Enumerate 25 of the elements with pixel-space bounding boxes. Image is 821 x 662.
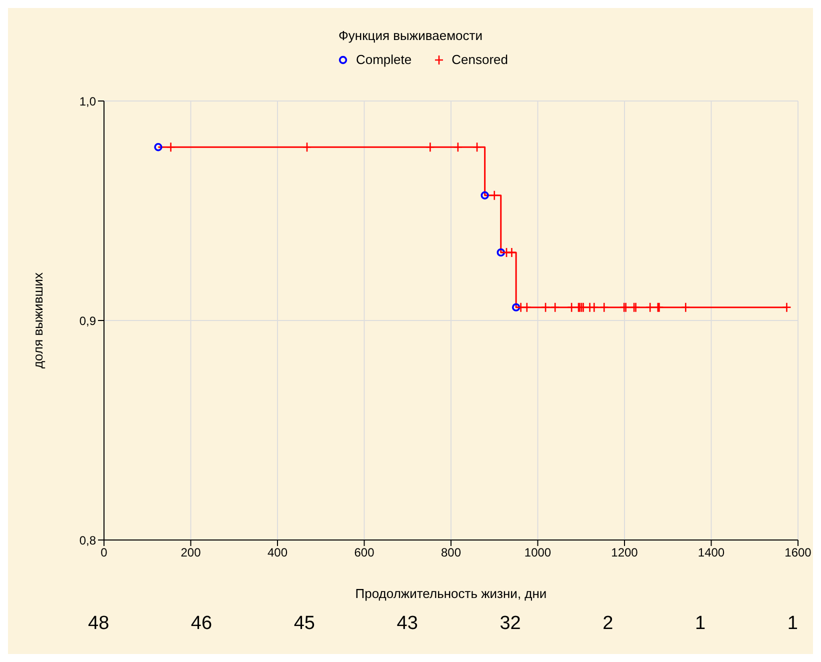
x-tick-label: 200 xyxy=(180,546,202,560)
y-tick-label: 0,9 xyxy=(79,314,96,328)
x-tick-label: 1600 xyxy=(784,546,812,560)
text: 1 xyxy=(694,613,706,635)
text: 45 xyxy=(294,613,315,635)
text: 48 xyxy=(88,613,110,635)
y-tick-label: 1,0 xyxy=(79,94,96,108)
x-tick-label: 0 xyxy=(100,546,108,560)
text: 46 xyxy=(190,613,212,635)
chart-title: Функция выживаемости xyxy=(338,28,484,43)
y-tick-label: 0,8 xyxy=(79,533,96,548)
x-axis-title: Продолжительность жизни, дни xyxy=(355,586,547,601)
x-tick-label: 800 xyxy=(440,546,462,560)
text: 1 xyxy=(787,613,798,635)
x-tick-label: 1000 xyxy=(524,546,552,560)
x-tick-label: 400 xyxy=(267,546,288,560)
x-tick-label: 1400 xyxy=(698,546,725,560)
text: 32 xyxy=(500,613,521,635)
text: 43 xyxy=(396,613,418,635)
x-tick-label: 600 xyxy=(354,546,375,560)
x-tick-label: 1200 xyxy=(611,546,638,560)
legend-label: Complete xyxy=(356,52,412,67)
text: 2 xyxy=(602,613,614,635)
legend-label: Censored xyxy=(452,52,508,67)
y-axis-title: доля выживших xyxy=(30,272,46,369)
